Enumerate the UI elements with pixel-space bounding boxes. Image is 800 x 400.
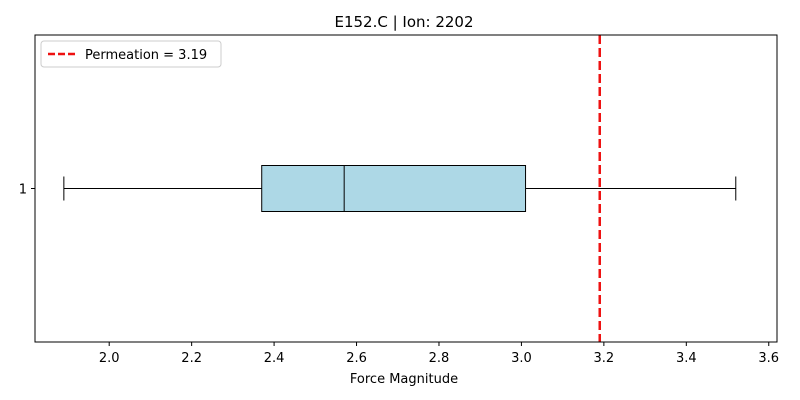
legend: Permeation = 3.19	[40, 40, 222, 68]
x-tick-label: 3.4	[676, 351, 697, 366]
x-axis-label: Force Magnitude	[350, 372, 458, 387]
x-tick-label: 2.8	[429, 351, 450, 366]
iqr-box	[261, 165, 527, 212]
y-axis: 1	[19, 183, 35, 198]
legend-box	[40, 40, 222, 68]
chart-title: E152.C | Ion: 2202	[334, 13, 473, 31]
box-plot-series	[63, 165, 737, 212]
x-tick-label: 3.6	[758, 351, 779, 366]
x-tick-label: 2.6	[346, 351, 367, 366]
y-tick-label: 1	[19, 183, 27, 198]
x-axis: 2.0 2.2 2.4 2.6 2.8 3.0 3.2 3.4 3.6	[99, 342, 779, 366]
plot-area	[63, 35, 737, 342]
x-tick-label: 2.0	[99, 351, 120, 366]
x-tick-label: 2.4	[264, 351, 285, 366]
x-tick-label: 3.2	[594, 351, 615, 366]
x-tick-label: 3.0	[511, 351, 532, 366]
x-tick-label: 2.2	[181, 351, 202, 366]
legend-label-permeation: Permeation = 3.19	[85, 48, 207, 63]
